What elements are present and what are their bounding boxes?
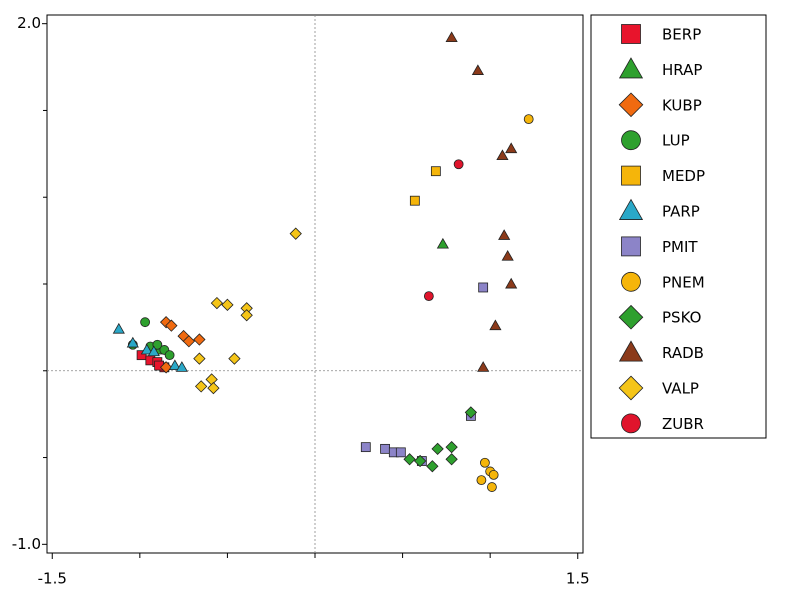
legend-marker xyxy=(618,340,644,362)
x-tick-label: -1.5 xyxy=(38,570,67,588)
y-tick-label: -1.0 xyxy=(12,535,41,553)
point xyxy=(159,316,173,329)
legend-marker xyxy=(618,198,644,220)
point xyxy=(140,317,150,328)
legend-label: LUP xyxy=(662,132,690,150)
point xyxy=(289,227,302,240)
point xyxy=(489,319,502,331)
point xyxy=(445,440,458,454)
legend-frame xyxy=(590,14,767,439)
legend-marker xyxy=(621,165,641,186)
point xyxy=(426,460,439,473)
legend-marker xyxy=(621,236,641,257)
legend-marker xyxy=(618,92,644,118)
point xyxy=(477,361,490,372)
legend-label: ZUBR xyxy=(662,415,704,433)
point xyxy=(228,352,241,365)
point xyxy=(152,339,163,350)
point xyxy=(112,322,125,334)
y-tick-label: 2.0 xyxy=(17,14,41,32)
point xyxy=(501,250,514,261)
point xyxy=(380,443,390,454)
legend-marker xyxy=(621,271,641,292)
point xyxy=(205,373,218,386)
legend-marker xyxy=(621,413,641,434)
point xyxy=(488,470,499,480)
point xyxy=(498,229,511,240)
point xyxy=(480,457,490,468)
point xyxy=(453,159,464,170)
point xyxy=(431,442,444,456)
legend-label: PMIT xyxy=(662,238,698,256)
point xyxy=(413,454,427,468)
point xyxy=(395,447,406,458)
point xyxy=(168,359,181,371)
point xyxy=(436,237,449,249)
point xyxy=(140,343,153,355)
legend-label: RADB xyxy=(662,344,704,362)
point xyxy=(210,296,224,310)
legend-marker xyxy=(618,375,644,401)
legend-label: PSKO xyxy=(662,309,701,327)
point xyxy=(164,350,175,361)
legend-label: PARP xyxy=(662,203,700,221)
point xyxy=(409,195,420,206)
point xyxy=(505,277,518,289)
point xyxy=(136,350,147,361)
point xyxy=(193,352,206,365)
point xyxy=(478,282,489,293)
point xyxy=(221,298,234,311)
point xyxy=(445,31,458,43)
legend-marker xyxy=(618,304,644,330)
legend-label: KUBP xyxy=(662,96,702,114)
point xyxy=(360,442,371,453)
legend-label: HRAP xyxy=(662,61,702,79)
point xyxy=(193,333,206,346)
point xyxy=(240,309,253,322)
point xyxy=(207,381,220,395)
legend-marker xyxy=(618,57,644,79)
x-tick-label: 1.5 xyxy=(566,570,590,588)
point xyxy=(147,345,160,357)
legend-label: BERP xyxy=(662,26,701,44)
point xyxy=(496,149,509,161)
point xyxy=(175,361,188,372)
legend-label: VALP xyxy=(662,380,699,398)
point xyxy=(430,166,441,177)
point xyxy=(445,453,458,466)
point xyxy=(476,475,487,486)
point xyxy=(471,64,484,75)
point xyxy=(423,291,434,302)
point xyxy=(403,453,416,466)
legend-marker xyxy=(621,24,641,44)
point xyxy=(126,336,139,348)
legend-marker xyxy=(621,130,641,151)
point xyxy=(165,319,178,332)
legend-label: PNEM xyxy=(662,273,705,291)
point xyxy=(182,335,196,348)
point xyxy=(464,406,478,419)
point xyxy=(487,482,497,492)
point xyxy=(159,361,173,374)
point xyxy=(505,142,518,154)
point xyxy=(194,380,208,393)
legend-label: MEDP xyxy=(662,167,705,185)
point xyxy=(523,114,534,125)
